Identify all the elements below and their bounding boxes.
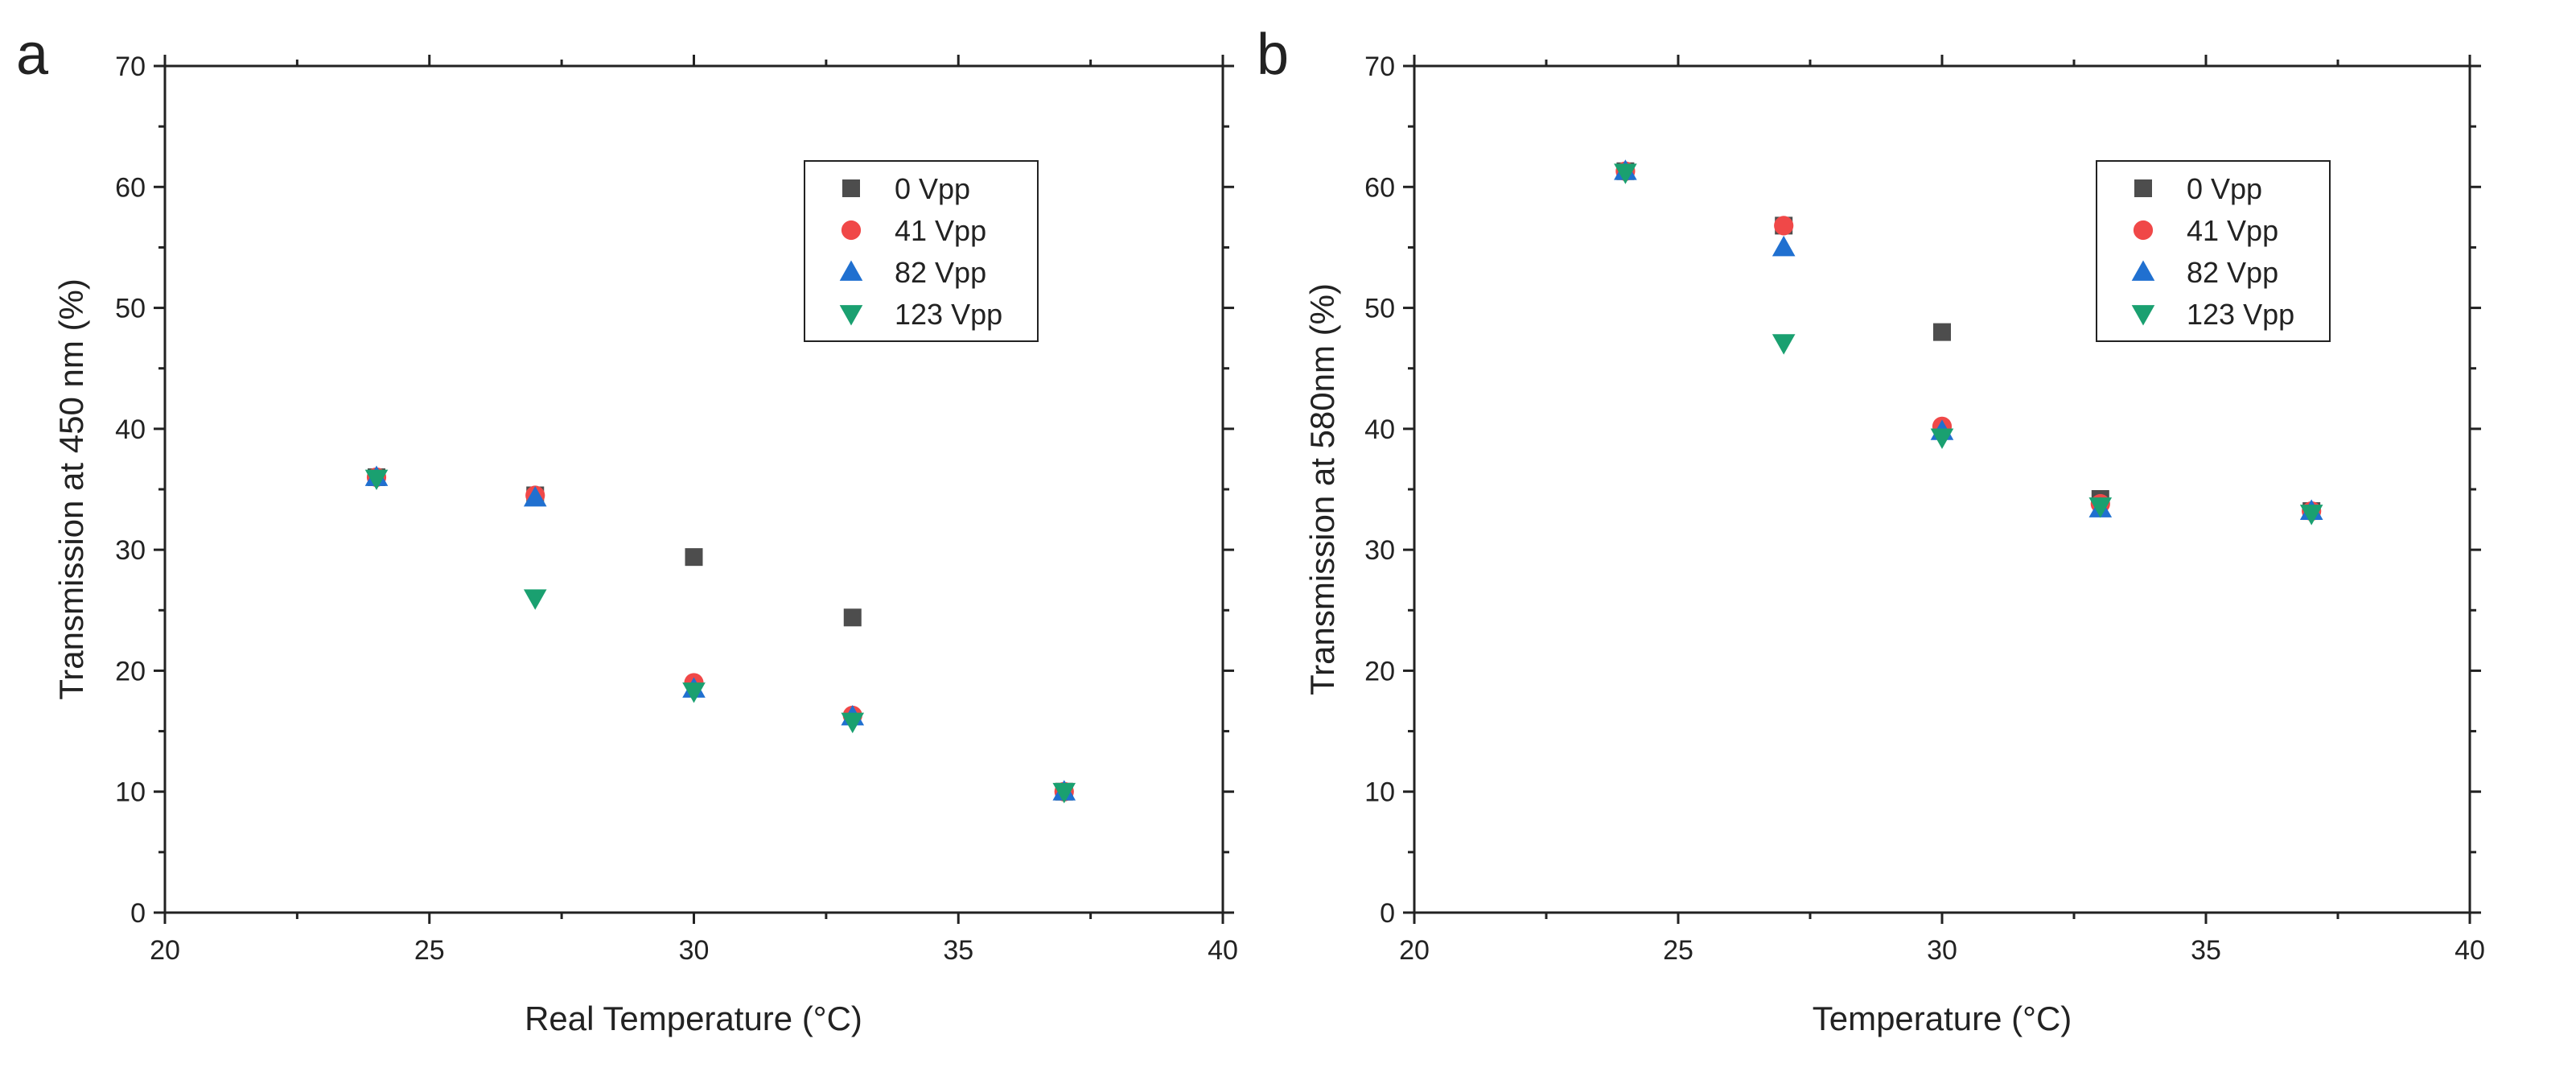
legend-label: 123 Vpp: [895, 298, 1002, 331]
legend-marker-square: [842, 179, 860, 197]
legend-marker-triangle-up: [839, 260, 863, 281]
x-axis-title-b: Temperature (°C): [1813, 1000, 2072, 1037]
data-point-triangle-down: [1772, 334, 1796, 355]
data-point-triangle-up: [1772, 235, 1796, 257]
y-tick-label: 60: [1364, 172, 1395, 203]
data-point-triangle-down: [1052, 782, 1076, 804]
y-tick-label: 70: [115, 52, 146, 82]
y-tick-label: 20: [115, 656, 146, 686]
y-tick-label: 60: [115, 172, 146, 203]
x-tick-label: 35: [2191, 935, 2221, 966]
y-axis-title-b: Transmission at 580nm (%): [1303, 283, 1341, 695]
data-marks-a: [364, 465, 1076, 804]
x-tick-label: 25: [1663, 935, 1693, 966]
data-point-triangle-down: [2299, 505, 2323, 526]
legend-label: 0 Vpp: [895, 172, 970, 205]
y-tick-label: 50: [115, 294, 146, 324]
legend-marker-circle: [841, 220, 862, 241]
y-tick-label: 70: [1364, 52, 1395, 82]
data-point-triangle-down: [2088, 497, 2113, 518]
axis-ticks-b: 20 25 30 35 40 0 10 20 30 40 50 60 70: [1364, 52, 2485, 966]
y-tick-label: 40: [1364, 414, 1395, 445]
data-point-triangle-down: [682, 682, 706, 703]
legend-label: 82 Vpp: [895, 256, 986, 289]
data-point-triangle-up: [523, 486, 547, 507]
x-tick-label: 25: [414, 935, 445, 966]
legend-label: 82 Vpp: [2187, 256, 2278, 289]
legend-label: 41 Vpp: [895, 214, 986, 247]
y-tick-label: 0: [130, 898, 146, 929]
legend-marker-circle: [2133, 220, 2154, 241]
x-tick-label: 30: [1927, 935, 1957, 966]
data-point-triangle-down: [1614, 163, 1637, 184]
chart-panel-b: b 20 25 30 35 40 0 10 20 30 40 50 60 70 Temperature …: [1257, 23, 2485, 1037]
x-axis-title-a: Real Temperature (°C): [525, 1000, 862, 1037]
x-tick-label: 30: [679, 935, 710, 966]
x-tick-label: 20: [150, 935, 180, 966]
y-tick-label: 10: [1364, 777, 1395, 808]
axis-ticks-a: 20 25 30 35 40 0 10 20 30 40 50 60 70: [115, 52, 1238, 966]
y-tick-label: 30: [115, 535, 146, 566]
legend-a: 0 Vpp 41 Vpp 82 Vpp 123 Vpp: [804, 160, 1039, 342]
y-tick-label: 30: [1364, 535, 1395, 566]
chart-panel-a: a 20 25 30 35 40 0 10 20 30 40 50 60 70 Real Tempera…: [16, 23, 1238, 1037]
legend-marker-triangle-down: [839, 305, 863, 326]
panel-letter-a: a: [16, 23, 49, 87]
legend-b: 0 Vpp 41 Vpp 82 Vpp 123 Vpp: [2096, 160, 2331, 342]
legend-marker-triangle-down: [2131, 305, 2155, 326]
legend-marker-triangle-up: [2131, 260, 2155, 281]
data-point-circle: [1774, 216, 1794, 236]
x-tick-label: 40: [1208, 935, 1238, 966]
x-tick-label: 20: [1399, 935, 1430, 966]
data-point-triangle-down: [841, 712, 865, 734]
data-point-square: [1933, 323, 1951, 341]
panel-letter-b: b: [1257, 23, 1289, 87]
data-point-triangle-down: [364, 469, 389, 490]
legend-marker-square: [2134, 179, 2152, 197]
y-tick-label: 40: [115, 414, 146, 445]
data-marks-b: [1614, 159, 2323, 526]
data-point-square: [685, 548, 703, 567]
x-tick-label: 40: [2455, 935, 2485, 966]
data-point-square: [843, 608, 862, 627]
y-tick-label: 20: [1364, 656, 1395, 686]
data-point-triangle-down: [1930, 428, 1954, 449]
x-tick-label: 35: [943, 935, 973, 966]
legend-label: 41 Vpp: [2187, 214, 2278, 247]
y-axis-title-a: Transmission at 450 nm (%): [52, 278, 90, 700]
y-tick-label: 10: [115, 777, 146, 808]
y-tick-label: 0: [1380, 898, 1395, 929]
legend-label: 123 Vpp: [2187, 298, 2294, 331]
data-point-triangle-down: [523, 589, 547, 610]
y-tick-label: 50: [1364, 294, 1395, 324]
legend-label: 0 Vpp: [2187, 172, 2262, 205]
